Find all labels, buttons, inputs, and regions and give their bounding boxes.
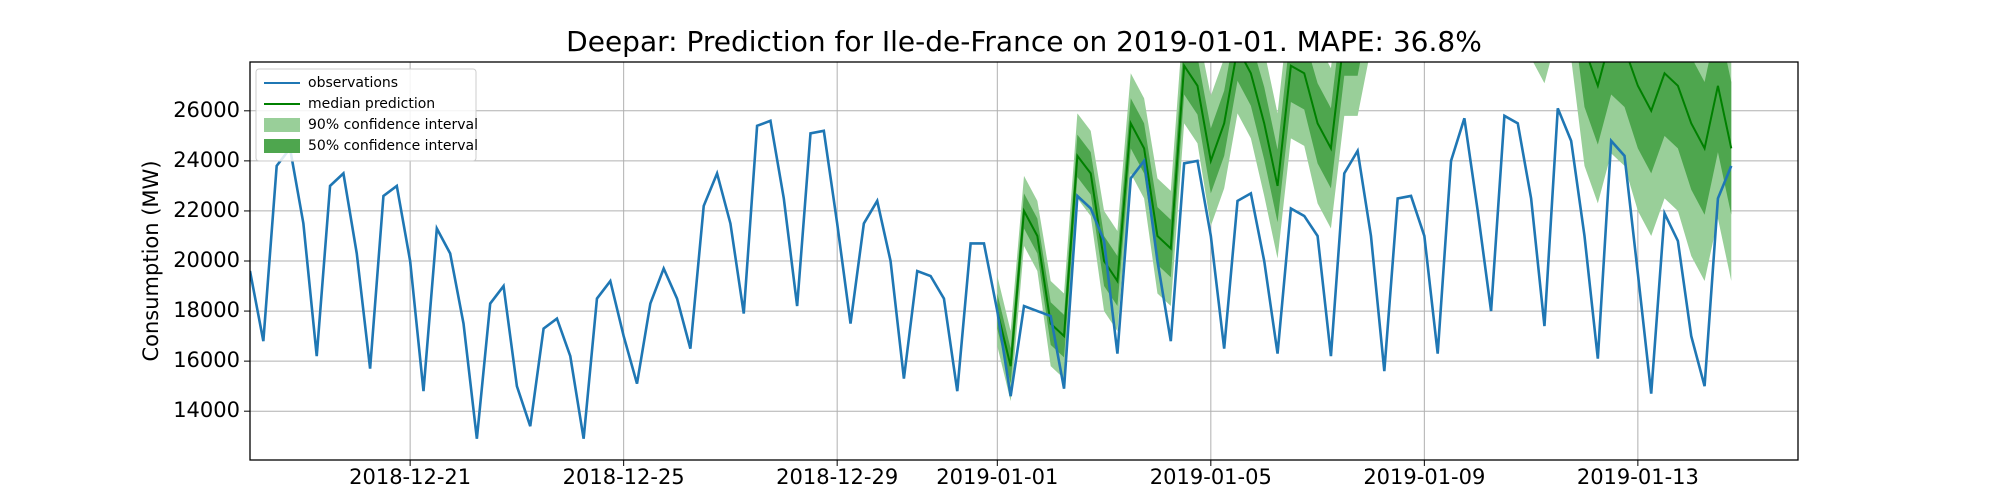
y-tick-label: 20000: [173, 248, 240, 272]
legend-swatch: [264, 139, 300, 153]
legend-label: median prediction: [308, 96, 435, 112]
plot-area: [250, 62, 1733, 439]
y-tick-label: 26000: [173, 98, 240, 122]
y-tick-label: 16000: [173, 348, 240, 372]
x-tick-label: 2019-01-13: [1577, 465, 1699, 489]
axes: 14000 16000 18000 20000 22000 24000 26000 2018-…: [173, 98, 1699, 489]
y-axis-label: Consumption (MW): [139, 160, 163, 361]
legend-label: 50% confidence interval: [308, 138, 478, 154]
series-line: [996, 62, 1733, 367]
x-tick-label: 2019-01-09: [1363, 465, 1485, 489]
legend-label: 90% confidence interval: [308, 117, 478, 133]
legend: observations median prediction 90% confide…: [255, 68, 478, 162]
chart-title: Deepar: Prediction for Ile-de-France on …: [566, 25, 1482, 58]
y-tick-label: 18000: [173, 298, 240, 322]
confidence-band: [997, 62, 1732, 402]
y-tick-label: 22000: [173, 198, 240, 222]
grid: [250, 62, 1798, 460]
legend-label: observations: [308, 75, 398, 91]
x-tick-label: 2019-01-05: [1150, 465, 1272, 489]
y-tick-label: 14000: [173, 398, 240, 422]
series-line: [250, 107, 1733, 439]
x-tick-label: 2018-12-29: [776, 465, 898, 489]
legend-swatch: [264, 118, 300, 132]
y-tick-label: 24000: [173, 148, 240, 172]
x-tick-label: 2019-01-01: [936, 465, 1058, 489]
x-tick-label: 2018-12-25: [563, 465, 685, 489]
x-tick-label: 2018-12-21: [349, 465, 471, 489]
legend-box: [255, 68, 477, 162]
